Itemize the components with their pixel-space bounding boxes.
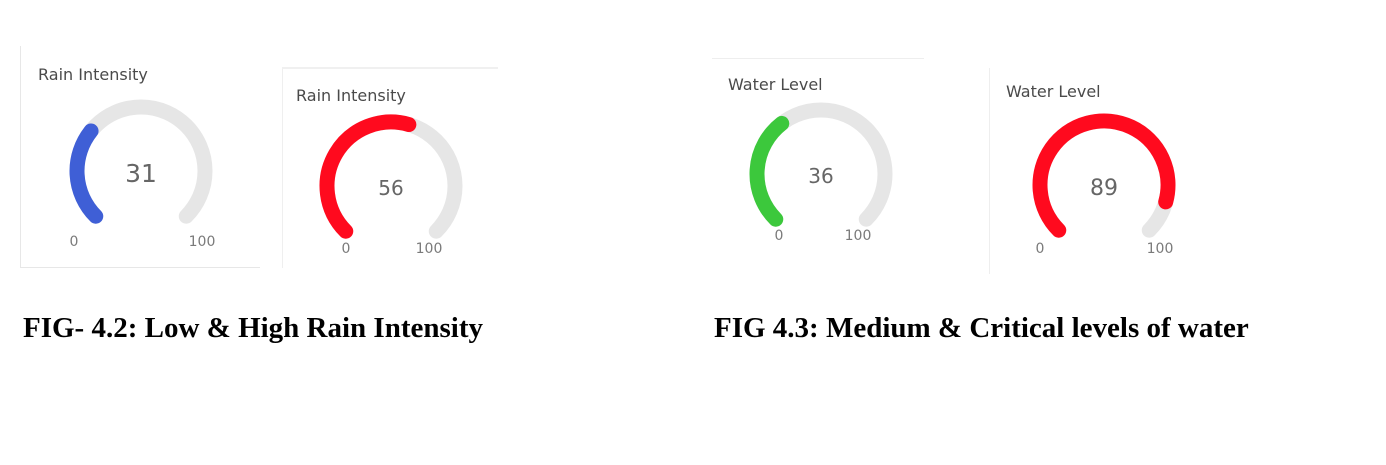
gauge-min-label: 0 bbox=[342, 241, 351, 257]
gauge-value: 89 bbox=[1090, 176, 1118, 201]
gauge-max-label: 100 bbox=[1147, 241, 1174, 257]
gauge-graphic: 89 0 100 bbox=[1032, 113, 1176, 257]
gauge-widget-rain-low: Rain Intensity 31 0 100 bbox=[20, 46, 260, 268]
figure-caption-4-2: FIG- 4.2: Low & High Rain Intensity bbox=[23, 312, 484, 344]
gauge-min-label: 0 bbox=[70, 234, 79, 250]
gauge-max-label: 100 bbox=[189, 234, 216, 250]
gauge-title: Rain Intensity bbox=[38, 65, 148, 84]
gauge-title: Rain Intensity bbox=[296, 86, 406, 105]
gauge-fill-arc bbox=[69, 123, 104, 224]
gauge-graphic: 31 0 100 bbox=[69, 99, 216, 250]
gauge-widget-rain-high: Rain Intensity 56 0 100 bbox=[282, 67, 498, 268]
gauge-widget-water-medium: Water Level 36 0 100 bbox=[712, 58, 924, 270]
gauge-value: 36 bbox=[808, 164, 833, 188]
gauge-min-label: 0 bbox=[1036, 241, 1045, 257]
gauge-graphic: 36 0 100 bbox=[749, 102, 893, 244]
gauge-value: 31 bbox=[125, 159, 157, 188]
gauge-fill-arc bbox=[319, 114, 417, 239]
gauge-fill-arc bbox=[749, 115, 790, 227]
figure-caption-4-3: FIG 4.3: Medium & Critical levels of wat… bbox=[714, 312, 1249, 344]
gauge-fill-arc bbox=[1032, 113, 1176, 238]
gauge-value: 56 bbox=[378, 176, 403, 200]
gauge-title: Water Level bbox=[728, 75, 823, 94]
gauge-graphic: 56 0 100 bbox=[319, 114, 463, 257]
gauge-min-label: 0 bbox=[775, 228, 784, 244]
gauge-max-label: 100 bbox=[845, 228, 872, 244]
gauge-title: Water Level bbox=[1006, 82, 1101, 101]
gauge-max-label: 100 bbox=[416, 241, 443, 257]
gauge-widget-water-critical: Water Level 89 0 100 bbox=[989, 68, 1201, 274]
